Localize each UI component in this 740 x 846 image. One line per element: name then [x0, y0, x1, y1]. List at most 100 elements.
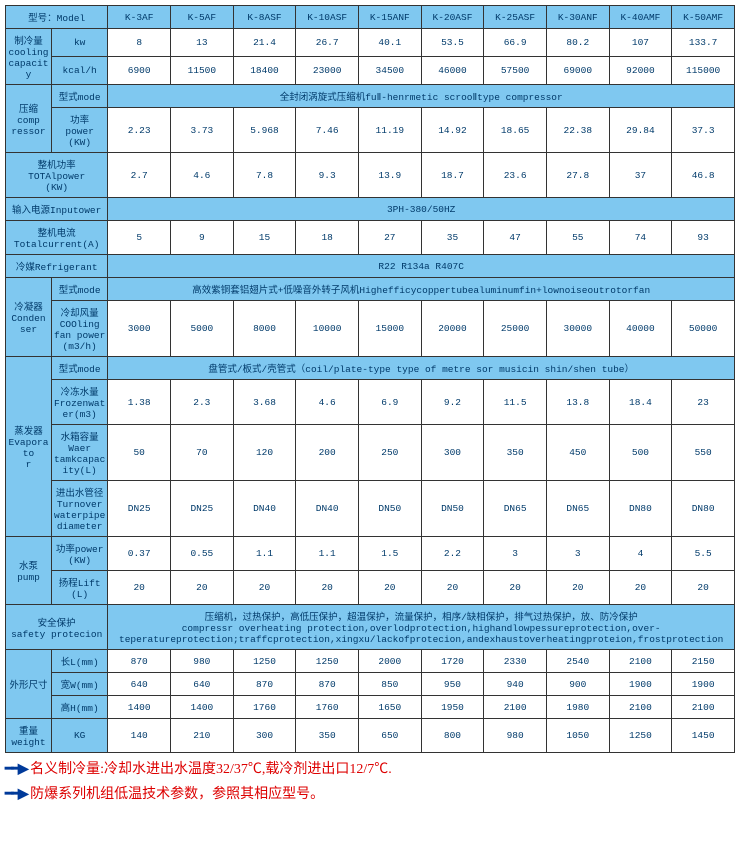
cell: 450 [546, 425, 609, 481]
cell: 21.4 [233, 29, 296, 57]
cell: 整机电流Totalcurrent(A) [6, 221, 108, 255]
cell: 4.6 [296, 380, 359, 425]
cell: 20 [358, 571, 421, 605]
cell: 37 [609, 153, 672, 198]
cell: 20 [108, 571, 171, 605]
cell: 2330 [484, 650, 547, 673]
cell: 1050 [546, 719, 609, 753]
cell: 950 [421, 673, 484, 696]
cell: 23.6 [484, 153, 547, 198]
cell: 1.1 [296, 537, 359, 571]
cell: K-20ASF [421, 6, 484, 29]
cell: 3.68 [233, 380, 296, 425]
cell: 2.23 [108, 108, 171, 153]
cell: 型式mode [51, 278, 107, 301]
cell: 型号：Model [6, 6, 108, 29]
cell: 压缩机，过热保护，高低压保护，超温保护，流量保护，相序/缺相保护，排气过热保护，… [108, 605, 735, 650]
cell: 7.8 [233, 153, 296, 198]
cell: 35 [421, 221, 484, 255]
cell: 1250 [609, 719, 672, 753]
cell: 外形尺寸 [6, 650, 52, 719]
cell: 640 [171, 673, 234, 696]
cell: 13.8 [546, 380, 609, 425]
cell: 14.92 [421, 108, 484, 153]
cell: DN80 [609, 481, 672, 537]
cell: 92000 [609, 57, 672, 85]
cell: 26.7 [296, 29, 359, 57]
cell: 980 [484, 719, 547, 753]
cell: 进出水管径Turnoverwaterpipediameter [51, 481, 107, 537]
cell: 870 [296, 673, 359, 696]
cell: 型式mode [51, 85, 107, 108]
cell: 6900 [108, 57, 171, 85]
cell: DN65 [546, 481, 609, 537]
cell: 870 [108, 650, 171, 673]
cell: 1.38 [108, 380, 171, 425]
cell: 1760 [233, 696, 296, 719]
cell: 500 [609, 425, 672, 481]
cell: 20 [296, 571, 359, 605]
cell: 37.3 [672, 108, 735, 153]
cell: 整机功率TOTAlpower(KW) [6, 153, 108, 198]
cell: 8000 [233, 301, 296, 357]
cell: 350 [296, 719, 359, 753]
cell: 1250 [233, 650, 296, 673]
cell: DN50 [358, 481, 421, 537]
cell: 重量weight [6, 719, 52, 753]
cell: 69000 [546, 57, 609, 85]
cell: 3PH-380/50HZ [108, 198, 735, 221]
cell: 冷凝器Condenser [6, 278, 52, 357]
cell: K-30ANF [546, 6, 609, 29]
cell: kw [51, 29, 107, 57]
cell: 870 [233, 673, 296, 696]
cell: 9.3 [296, 153, 359, 198]
cell: 27.8 [546, 153, 609, 198]
cell: 50 [108, 425, 171, 481]
cell: DN40 [233, 481, 296, 537]
cell: 34500 [358, 57, 421, 85]
cell: 1.1 [233, 537, 296, 571]
cell: 1450 [672, 719, 735, 753]
cell: 1720 [421, 650, 484, 673]
cell: 20 [421, 571, 484, 605]
cell: 功率power(KW) [51, 537, 107, 571]
arrow-icon: ━━▶ [5, 787, 27, 802]
cell: 高效紫铜套铝翅片式+低噪音外转子风机Highefficycoppertubeal… [108, 278, 735, 301]
cell: 2000 [358, 650, 421, 673]
cell: 1950 [421, 696, 484, 719]
cell: 20 [171, 571, 234, 605]
cell: 7.46 [296, 108, 359, 153]
cell: 300 [233, 719, 296, 753]
cell: 1900 [609, 673, 672, 696]
cell: K-50AMF [672, 6, 735, 29]
cell: 640 [108, 673, 171, 696]
cell: 18.65 [484, 108, 547, 153]
cell: 80.2 [546, 29, 609, 57]
cell: 型式mode [51, 357, 107, 380]
cell: 107 [609, 29, 672, 57]
cell: 制冷量coolingcapacity [6, 29, 52, 85]
cell: 安全保护safety protecion [6, 605, 108, 650]
cell: 210 [171, 719, 234, 753]
cell: 93 [672, 221, 735, 255]
cell: 5.5 [672, 537, 735, 571]
cell: 长L(mm) [51, 650, 107, 673]
cell: 980 [171, 650, 234, 673]
cell: 功率power(KW) [51, 108, 107, 153]
cell: K-5AF [171, 6, 234, 29]
cell: DN80 [672, 481, 735, 537]
cell: K-25ASF [484, 6, 547, 29]
cell: 1980 [546, 696, 609, 719]
cell: DN25 [171, 481, 234, 537]
cell: 扬程Lift(L) [51, 571, 107, 605]
cell: DN50 [421, 481, 484, 537]
cell: 23 [672, 380, 735, 425]
cell: 1250 [296, 650, 359, 673]
cell: 3000 [108, 301, 171, 357]
cell: 11.5 [484, 380, 547, 425]
cell: 0.55 [171, 537, 234, 571]
cell: 25000 [484, 301, 547, 357]
cell: 2540 [546, 650, 609, 673]
cell: 2.2 [421, 537, 484, 571]
cell: 高H(mm) [51, 696, 107, 719]
